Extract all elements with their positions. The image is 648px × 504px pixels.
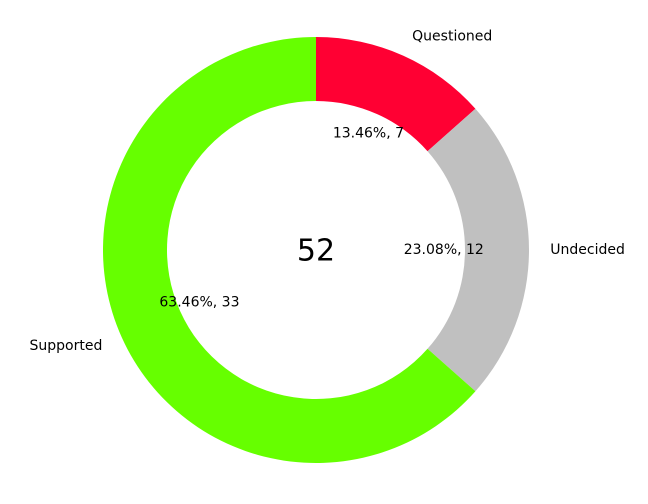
slice-questioned — [316, 37, 476, 152]
slice-pct-label-supported: 63.46%, 33 — [159, 294, 239, 310]
center-total-label: 52 — [297, 234, 335, 269]
slice-pct-label-undecided: 23.08%, 12 — [404, 242, 484, 258]
slice-label-supported: Supported — [29, 338, 102, 354]
slice-undecided — [427, 108, 529, 392]
slice-label-undecided: Undecided — [550, 242, 625, 258]
slice-label-questioned: Questioned — [412, 28, 492, 44]
slice-supported — [102, 37, 476, 463]
slice-pct-label-questioned: 13.46%, 7 — [333, 125, 404, 141]
labels-group: Questioned 13.46%, 7 Undecided 23.08%, 12 Su… — [29, 28, 624, 354]
slices-group — [102, 37, 529, 463]
